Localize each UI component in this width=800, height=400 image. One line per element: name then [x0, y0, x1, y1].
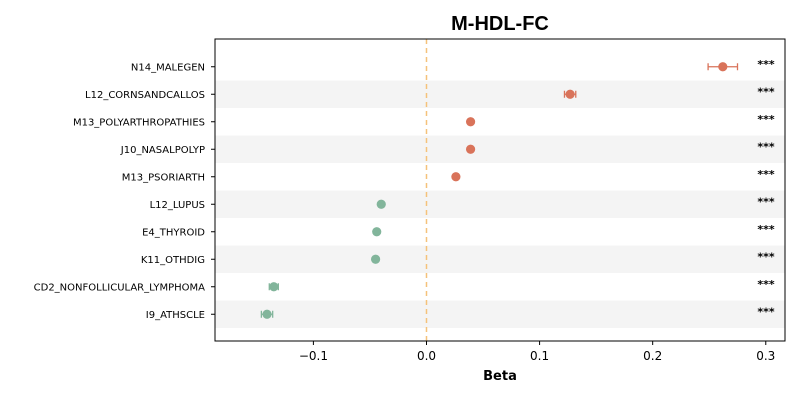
x-axis-label: Beta	[483, 369, 517, 384]
data-point	[262, 309, 272, 319]
significance-label: ***	[757, 250, 775, 263]
significance-label: ***	[757, 140, 775, 153]
row-band	[215, 245, 785, 273]
data-point	[465, 117, 476, 127]
y-tick-label: M13_PSORIARTH	[122, 172, 205, 183]
significance-labels: *** *** *** *** *** *** *** *** *** ***	[757, 58, 775, 319]
row-band	[215, 300, 785, 328]
significance-label: ***	[757, 195, 775, 208]
x-axis-ticks: −0.1 0.0 0.1 0.2 0.3	[299, 341, 775, 363]
y-tick-label: E4_THYROID	[142, 227, 205, 238]
x-tick-label: 0.2	[643, 349, 662, 363]
data-points	[262, 62, 728, 319]
data-point	[376, 199, 386, 209]
y-tick-label: CD2_NONFOLLICULAR_LYMPHOMA	[34, 282, 206, 293]
data-point	[451, 172, 461, 182]
row-band	[215, 80, 785, 108]
x-tick-label: 0.3	[756, 349, 775, 363]
y-tick-label: M13_POLYARTHROPATHIES	[73, 117, 205, 128]
significance-label: ***	[757, 168, 775, 181]
x-tick-label: −0.1	[299, 349, 328, 363]
row-band	[215, 190, 785, 218]
significance-label: ***	[757, 278, 775, 291]
data-point	[465, 144, 476, 154]
y-tick-label: L12_CORNSANDCALLOS	[85, 90, 205, 101]
y-tick-label: N14_MALEGEN	[131, 62, 205, 73]
y-axis-ticks: N14_MALEGEN L12_CORNSANDCALLOS M13_POLYART…	[34, 62, 215, 321]
row-bands	[215, 80, 785, 328]
significance-label: ***	[757, 113, 775, 126]
significance-label: ***	[757, 305, 775, 318]
x-tick-label: 0.1	[530, 349, 549, 363]
y-tick-label: I9_ATHSCLE	[146, 310, 205, 321]
x-tick-label: 0.0	[417, 349, 436, 363]
significance-label: ***	[757, 223, 775, 236]
data-point	[718, 62, 728, 72]
y-tick-label: J10_NASALPOLYP	[120, 145, 205, 156]
data-point	[370, 254, 381, 264]
y-tick-label: K11_OTHDIG	[141, 255, 205, 266]
y-tick-label: L12_LUPUS	[150, 200, 205, 211]
significance-label: ***	[757, 85, 775, 98]
significance-label: ***	[757, 58, 775, 71]
data-point	[372, 227, 382, 237]
data-point	[269, 282, 279, 292]
chart-title: M-HDL-FC	[451, 13, 549, 35]
plot-frame	[214, 38, 786, 342]
row-band	[215, 135, 785, 163]
data-point	[565, 89, 575, 99]
